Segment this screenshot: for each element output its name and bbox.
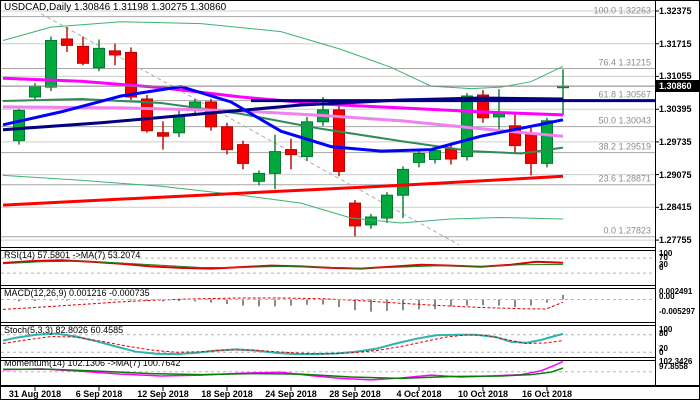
- candlestick-series: [13, 27, 569, 237]
- momentum-axis-label: 102.3426: [659, 357, 693, 366]
- price-axis-label: 1.29075: [659, 170, 692, 180]
- macd-axis-label: -0.005297: [659, 307, 696, 316]
- price-axis-label: 1.31715: [659, 39, 692, 49]
- candle-body: [397, 168, 409, 196]
- fib-level-label: 23.6 1.28871: [598, 174, 651, 184]
- time-axis-border: [1, 385, 699, 387]
- candle-body: [237, 144, 249, 164]
- panel-divider[interactable]: [1, 247, 655, 251]
- chart-title-ohlc: USDCAD,Daily 1.30846 1.31198 1.30275 1.3…: [4, 2, 227, 13]
- candle-body: [29, 85, 41, 98]
- candle-body: [509, 125, 521, 147]
- stoch-axis-label: 100: [659, 325, 673, 334]
- candle-body: [173, 114, 185, 134]
- bollinger-lower: [2, 174, 564, 224]
- candle-body: [269, 151, 281, 174]
- price-axis-label: 1.27755: [659, 235, 692, 245]
- rsi-panel[interactable]: [1, 257, 655, 274]
- candle-body: [429, 150, 441, 161]
- momentum-ma: [3, 367, 564, 380]
- candle-body: [333, 109, 345, 172]
- price-axis-label: 1.29735: [659, 137, 692, 147]
- stoch-main: [2, 332, 564, 356]
- fib-level-label: 100.0 1.32263: [593, 6, 651, 16]
- candle-body: [349, 202, 361, 227]
- stoch-axis-label: 20: [659, 344, 668, 353]
- candle-body: [525, 133, 537, 164]
- panel-divider[interactable]: [1, 285, 655, 289]
- stoch-axis-label: 0: [659, 348, 664, 357]
- rsi-ma: [2, 260, 564, 269]
- stoch-panel[interactable]: [1, 332, 655, 356]
- candle-body: [109, 50, 121, 56]
- date-axis-label: 10 Oct 2018: [457, 389, 509, 399]
- date-axis-label: 18 Sep 2018: [201, 389, 253, 399]
- candle-body: [493, 113, 505, 118]
- price-axis-label: 1.28415: [659, 202, 692, 212]
- momentum-axis-label: 97.8558: [659, 362, 688, 371]
- macd-panel[interactable]: [1, 294, 655, 312]
- ma-navy: [2, 96, 564, 132]
- date-axis-label: 6 Sep 2018: [75, 389, 123, 399]
- momentum-panel-label: Momentum(14) 102.1306 ->MA(7) 100.7642: [4, 358, 181, 368]
- candle-body: [285, 149, 297, 156]
- date-axis-label: 4 Oct 2018: [396, 389, 442, 399]
- stoch-signal: [2, 334, 564, 355]
- candle-body: [253, 172, 265, 182]
- candle-body: [365, 216, 377, 226]
- macd-axis-label: 0.00: [659, 292, 675, 301]
- main-price-panel[interactable]: 100.0 1.32263 76.4 1.31215 61.8 1.30567 50.…: [1, 6, 655, 246]
- candle-body: [413, 153, 425, 163]
- candle-body: [45, 40, 57, 88]
- price-axis-label: 1.32375: [659, 6, 692, 16]
- candle-body: [541, 120, 553, 164]
- fib-level-label: 76.4 1.31215: [598, 58, 651, 68]
- candle-body: [61, 38, 73, 46]
- candle-body: [93, 47, 105, 69]
- fib-level-label: 61.8 1.30567: [598, 90, 651, 100]
- rsi-axis-label: 100: [659, 249, 673, 258]
- date-axis-label: 16 Oct 2018: [521, 389, 573, 399]
- current-price-badge: 1.30860: [656, 80, 699, 92]
- macd-axis-label: 0.002491: [659, 287, 693, 296]
- ma-blue: [2, 85, 564, 153]
- candle-body: [125, 51, 137, 98]
- momentum-panel[interactable]: [1, 361, 655, 381]
- candle-body: [221, 126, 233, 151]
- candle-body: [477, 94, 489, 119]
- ma-plum: [2, 105, 564, 138]
- rsi-axis-label: 30: [659, 260, 668, 269]
- fib-level-label: 0.0 1.27823: [603, 226, 651, 236]
- fib-level-label: 38.2 1.29519: [598, 142, 651, 152]
- candle-body: [381, 194, 393, 219]
- panel-divider[interactable]: [1, 322, 655, 326]
- stoch-panel-label: Stoch(5,3,3) 82.8026 60.4585: [4, 325, 124, 335]
- date-axis-label: 31 Aug 2018: [8, 389, 62, 399]
- rsi-axis-label: 70: [659, 253, 668, 262]
- fib-level-label: 50.0 1.30043: [598, 116, 651, 126]
- candle-body: [77, 45, 89, 64]
- candle-body: [13, 109, 25, 142]
- candle-body: [157, 132, 169, 137]
- date-axis-label: 24 Sep 2018: [265, 389, 317, 399]
- panel-divider[interactable]: [1, 357, 655, 361]
- candle-body: [141, 98, 153, 132]
- candle-body: [445, 148, 457, 160]
- rsi-panel-label: RSI(14) 57.5801 ->MA(7) 53.2074: [4, 250, 141, 260]
- price-axis-label: 1.31055: [659, 71, 692, 81]
- macd-panel-label: MACD(12,26,9) 0.001216 -0.000735: [4, 288, 150, 298]
- stoch-axis-label: 80: [659, 329, 668, 338]
- rsi-axis-label: 0: [659, 263, 664, 272]
- date-axis-label: 12 Sep 2018: [137, 389, 189, 399]
- ma-red-slow: [2, 174, 564, 207]
- date-axis-label: 28 Sep 2018: [329, 389, 381, 399]
- price-axis-label: 1.30395: [659, 104, 692, 114]
